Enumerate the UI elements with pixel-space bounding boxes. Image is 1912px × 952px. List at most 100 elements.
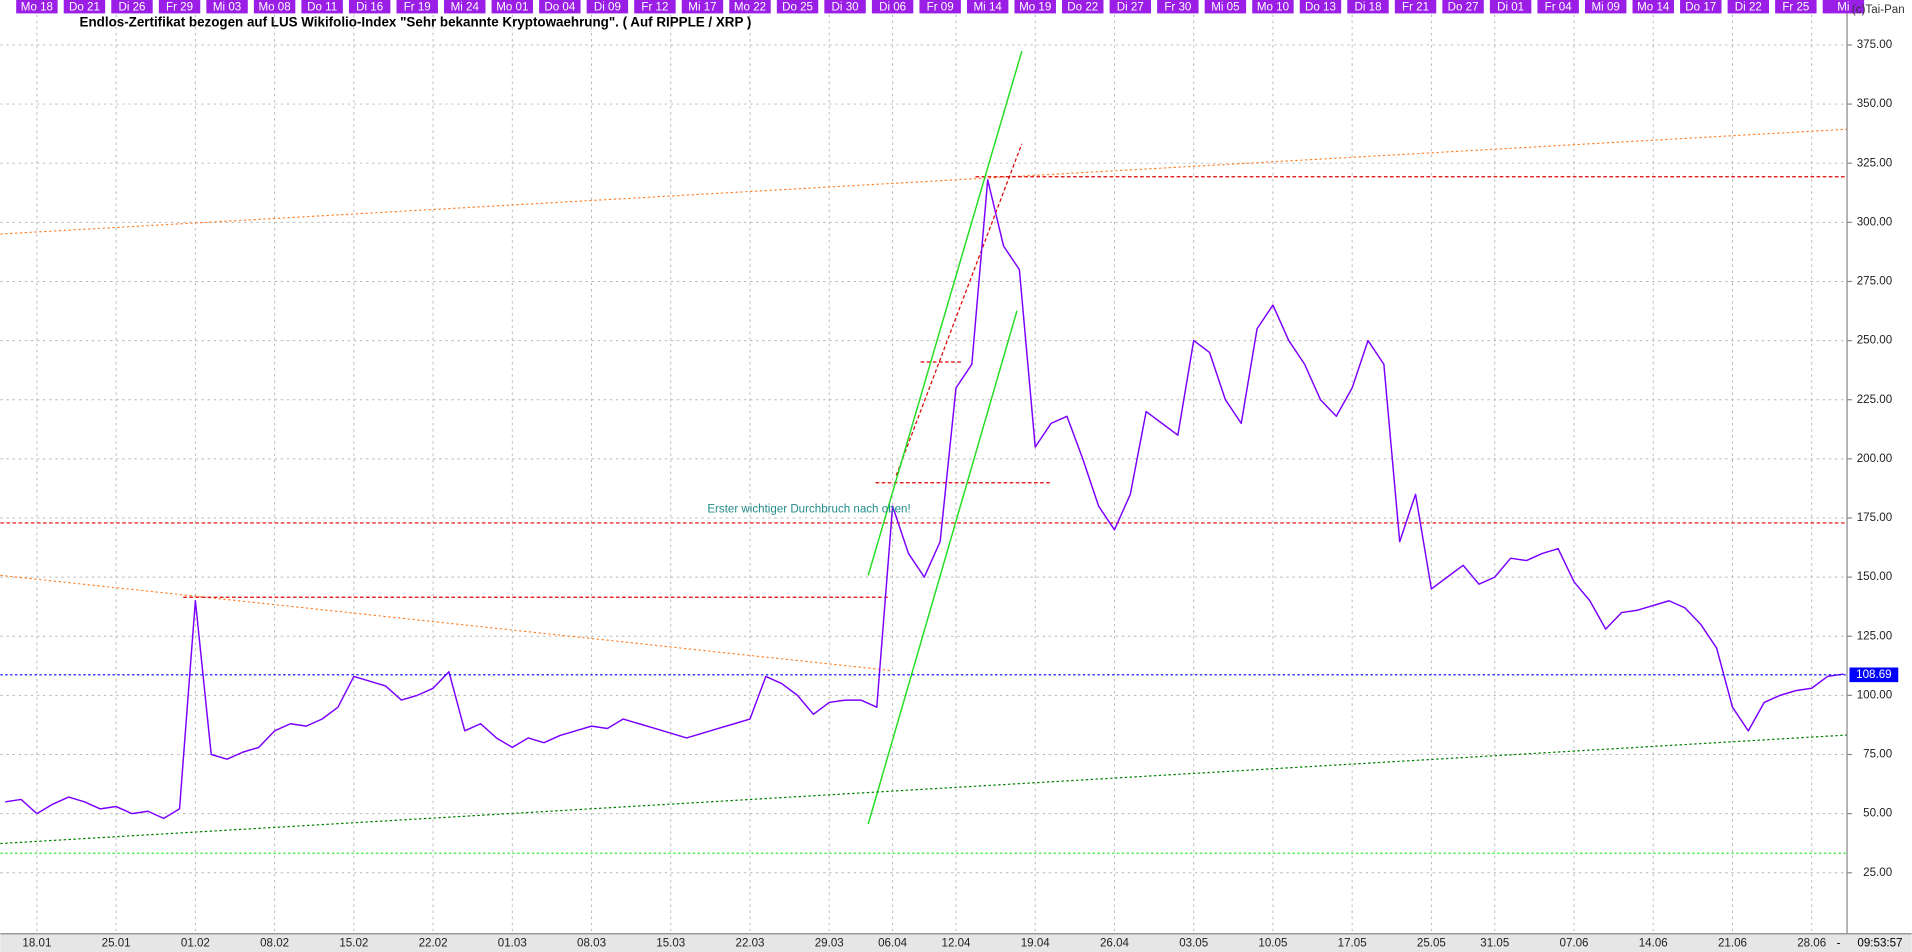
x-tick-label: 08.02 — [260, 938, 289, 950]
top-label: Do 22 — [1067, 1, 1098, 13]
top-label: Di 18 — [1354, 1, 1381, 13]
axes: 25.00 50.00 75.00 100.00 125.00 150.00 175.00 2… — [16, 0, 1899, 950]
top-label-box — [919, 0, 961, 14]
trend-line — [0, 128, 1848, 235]
top-label-box — [1347, 0, 1389, 14]
top-label-box — [396, 0, 438, 14]
last-value-label: 108.69 — [1856, 669, 1891, 681]
top-label: Di 27 — [1117, 1, 1144, 13]
top-label: Do 17 — [1685, 1, 1716, 13]
plot — [0, 179, 1848, 820]
top-label: Fr 04 — [1545, 1, 1573, 13]
top-label: Do 27 — [1448, 1, 1479, 13]
y-tick-label: 50.00 — [1863, 808, 1892, 820]
top-label-box — [681, 0, 724, 14]
y-tick-label: 150.00 — [1857, 571, 1892, 583]
price-line — [5, 179, 1844, 820]
top-label-box — [491, 0, 534, 14]
top-label: Fr 12 — [641, 1, 668, 13]
top-label-box — [1489, 0, 1532, 14]
top-label: Mo 01 — [496, 1, 528, 13]
top-label: Do 21 — [69, 1, 100, 13]
top-label: Mi 03 — [213, 1, 241, 13]
top-label-box — [1442, 0, 1484, 14]
y-tick-label: 125.00 — [1857, 630, 1892, 642]
copyright: (c)Tai-Pan — [1852, 4, 1905, 16]
top-label: Mo 14 — [1637, 1, 1670, 13]
x-tick-label: 08.03 — [577, 938, 606, 950]
y-tick-label: 375.00 — [1857, 39, 1892, 51]
y-tick-label: 200.00 — [1857, 453, 1892, 465]
top-label-box — [1680, 0, 1722, 14]
x-tick-label: 19.04 — [1021, 938, 1051, 950]
top-label: Mi — [1837, 1, 1849, 13]
top-label-box — [16, 0, 58, 14]
right-panel — [1847, 0, 1912, 952]
top-label: Do 04 — [544, 1, 575, 13]
top-label: Mo 22 — [734, 1, 766, 13]
top-label: Di 30 — [832, 1, 859, 13]
top-label-box — [1537, 0, 1579, 14]
top-label-box — [1394, 0, 1437, 14]
top-label: Fr 29 — [166, 1, 193, 13]
top-label-box — [824, 0, 866, 14]
top-label-box — [1299, 0, 1342, 14]
top-label: Fr 09 — [927, 1, 954, 13]
top-label-box — [1775, 0, 1817, 14]
x-tick-label: 18.01 — [22, 938, 51, 950]
top-label: Mi 14 — [974, 1, 1003, 13]
trend-line — [895, 143, 1023, 476]
top-label: Fr 25 — [1782, 1, 1809, 13]
top-label-box — [444, 0, 486, 14]
top-label-box — [1727, 0, 1770, 14]
top-label-box — [301, 0, 343, 14]
x-tick-label: 03.05 — [1179, 938, 1208, 950]
top-label-box — [1014, 0, 1056, 14]
top-label-box — [1252, 0, 1294, 14]
x-tick-label: 06.04 — [878, 938, 908, 950]
top-label: Mi 17 — [688, 1, 716, 13]
x-tick-label: 14.06 — [1639, 938, 1668, 950]
top-label-box — [111, 0, 153, 14]
top-label: Fr 19 — [404, 1, 431, 13]
top-label-box — [776, 0, 819, 14]
x-tick-label: 01.02 — [181, 938, 210, 950]
x-tick-label: 10.05 — [1258, 938, 1287, 950]
top-label-box — [1109, 0, 1152, 14]
clock-separator: - — [1837, 938, 1841, 950]
x-tick-label: 22.02 — [419, 938, 448, 950]
trend-line — [867, 50, 1023, 576]
top-label-box — [729, 0, 771, 14]
top-label-box — [206, 0, 248, 14]
x-tick-label: 15.03 — [656, 938, 685, 950]
trend-line — [0, 734, 1848, 845]
top-label-box — [158, 0, 201, 14]
trend-line — [867, 310, 1018, 825]
top-label: Di 09 — [594, 1, 621, 13]
y-tick-label: 275.00 — [1857, 276, 1892, 288]
y-tick-label: 325.00 — [1857, 157, 1892, 169]
y-tick-label: 175.00 — [1857, 512, 1892, 524]
x-tick-label: 21.06 — [1718, 938, 1747, 950]
y-tick-label: 75.00 — [1863, 749, 1892, 761]
last-value-box — [1849, 667, 1899, 683]
x-tick-label: 01.03 — [498, 938, 527, 950]
x-tick-label: 31.05 — [1480, 938, 1509, 950]
top-label-box — [634, 0, 676, 14]
top-label: Di 01 — [1497, 1, 1524, 13]
y-tick-label: 225.00 — [1857, 394, 1892, 406]
top-label: Do 11 — [307, 1, 337, 13]
y-tick-label: 350.00 — [1857, 98, 1892, 110]
x-tick-label: 28.06 — [1797, 938, 1826, 950]
top-label-box — [1822, 0, 1865, 14]
y-tick-label: 25.00 — [1863, 867, 1892, 879]
top-label: Mo 08 — [259, 1, 291, 13]
top-label-box — [871, 0, 914, 14]
chart-title: Endlos-Zertifikat bezogen auf LUS Wikifo… — [80, 15, 752, 30]
x-tick-label: 26.04 — [1100, 938, 1130, 950]
top-label-box — [1204, 0, 1247, 14]
x-tick-label: 25.05 — [1417, 938, 1446, 950]
top-label-box — [539, 0, 581, 14]
